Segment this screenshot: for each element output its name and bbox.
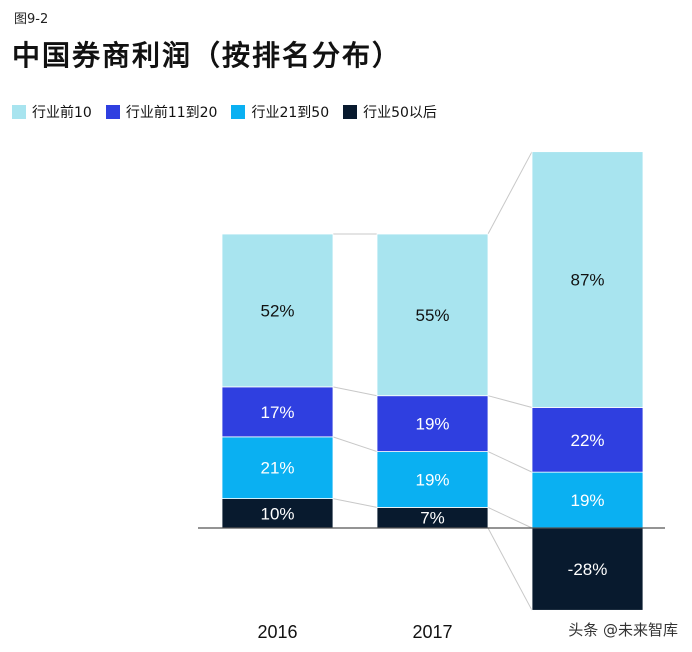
bar-segment [531,471,644,529]
legend: 行业前10 行业前11到20 行业21到50 行业50以后 [12,102,451,122]
bar-segment [221,436,334,499]
bar-segment [531,407,644,473]
legend-item: 行业前11到20 [105,102,218,122]
connector-line [332,386,378,397]
connector-line [332,498,378,508]
data-label: 19% [415,470,449,489]
connector-line [332,436,378,453]
data-label: 52% [260,301,294,320]
legend-swatch [343,105,358,119]
legend-item: 行业50以后 [343,102,437,122]
bar-segment [376,233,489,397]
figure-label: 图9-2 [14,12,49,27]
connector-line [487,151,533,235]
legend-swatch [105,105,120,119]
legend-label: 行业前10 [32,105,92,121]
connector-line [487,395,533,408]
data-label: 19% [570,491,604,510]
chart-title: 中国券商利润（按排名分布） [12,39,403,72]
connector-line [487,451,533,473]
data-label: 7% [420,509,445,528]
legend-swatch [12,105,26,119]
data-label: 21% [260,459,294,478]
legend-item: 行业前10 [12,102,92,122]
legend-swatch [231,105,246,119]
connector-line [487,506,533,529]
data-label: 55% [415,306,449,325]
data-label: -28% [568,560,608,579]
connector-line [487,527,533,611]
data-label: 19% [415,415,449,434]
bar-segment [376,395,489,452]
bar-segment [221,386,334,438]
bar-segment [221,233,334,388]
legend-label: 行业50以后 [363,105,437,121]
x-tick-label: 2016 [257,622,297,642]
bar-segment [531,151,644,408]
data-label: 17% [260,403,294,422]
legend-label: 行业前11到20 [125,105,218,121]
bar-segment [531,527,644,611]
x-tick-label: 2017 [412,622,452,642]
legend-item: 行业21到50 [231,102,329,122]
watermark: 头条 @未来智库 [568,621,678,639]
data-label: 22% [570,431,604,450]
bar-segment [376,451,489,508]
x-tick-labels: 2016 2017 [257,622,452,642]
bars: 10% 21% 17% 52% 7% 19% 19% 55% -28% 19% 22% 87% [221,151,644,611]
bar-segment [221,498,334,529]
legend-label: 行业21到50 [251,105,330,121]
data-label: 87% [570,271,604,290]
data-label: 10% [260,504,294,523]
